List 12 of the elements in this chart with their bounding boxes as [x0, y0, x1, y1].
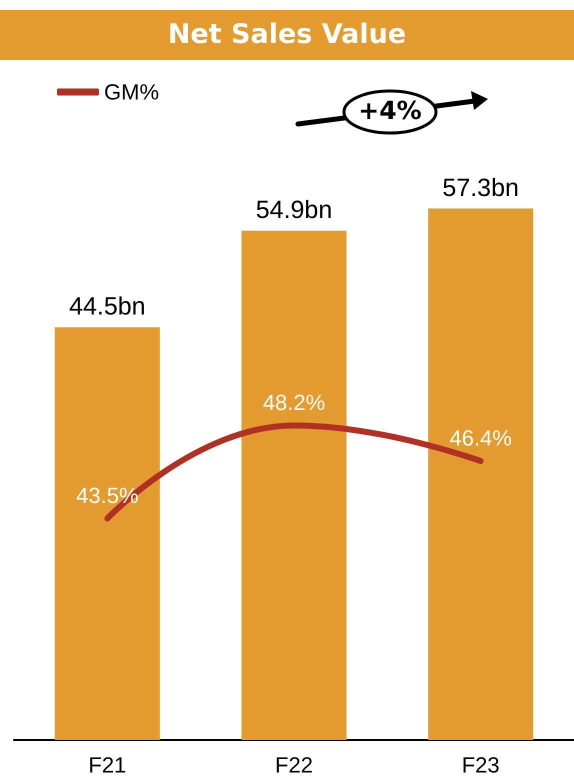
data-label: 57.3bn: [442, 174, 519, 202]
x-tick-label: F21: [88, 752, 126, 778]
text: +4%: [357, 96, 423, 125]
legend-label: GM%: [104, 80, 159, 104]
x-tick-label: F22: [275, 752, 313, 778]
data-label: 48.2%: [262, 390, 326, 415]
data-label: 54.9bn: [256, 196, 332, 224]
data-label: 43.5%: [76, 483, 139, 508]
data-label: 46.4%: [449, 426, 512, 451]
chart-title: Net Sales Value: [0, 10, 574, 60]
data-label: 44.5bn: [69, 292, 146, 321]
x-tick-label: F23: [462, 752, 500, 778]
